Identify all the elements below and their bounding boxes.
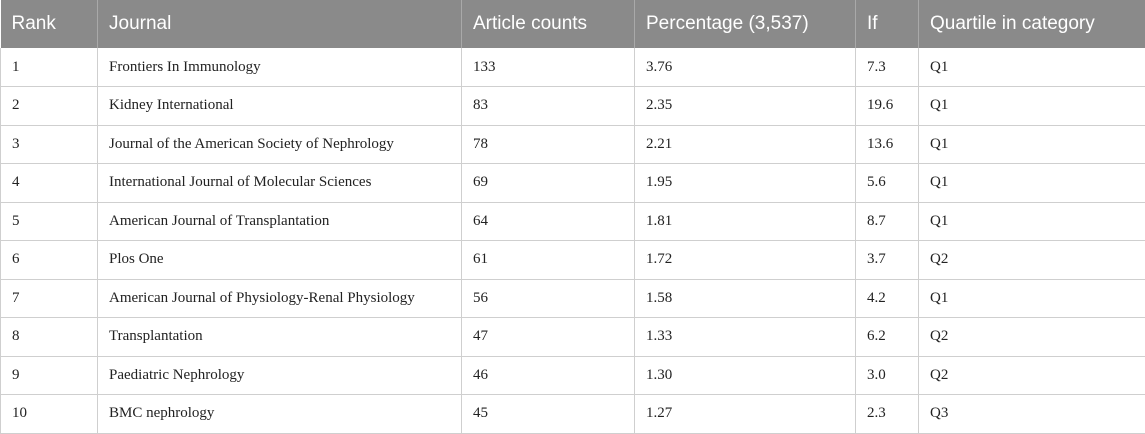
cell-rank: 6	[1, 241, 98, 280]
cell-if: 4.2	[856, 279, 919, 318]
header-if: If	[856, 0, 919, 48]
cell-journal: BMC nephrology	[98, 395, 462, 434]
cell-article-counts: 133	[462, 48, 635, 87]
cell-quartile: Q1	[919, 164, 1145, 203]
cell-rank: 1	[1, 48, 98, 87]
cell-article-counts: 78	[462, 125, 635, 164]
cell-rank: 3	[1, 125, 98, 164]
cell-quartile: Q2	[919, 241, 1145, 280]
cell-article-counts: 69	[462, 164, 635, 203]
cell-percentage: 1.95	[635, 164, 856, 203]
cell-journal: International Journal of Molecular Scien…	[98, 164, 462, 203]
cell-quartile: Q2	[919, 356, 1145, 395]
cell-percentage: 1.58	[635, 279, 856, 318]
cell-quartile: Q3	[919, 395, 1145, 434]
cell-journal: Frontiers In Immunology	[98, 48, 462, 87]
cell-article-counts: 83	[462, 87, 635, 126]
cell-quartile: Q1	[919, 202, 1145, 241]
cell-rank: 7	[1, 279, 98, 318]
cell-if: 19.6	[856, 87, 919, 126]
cell-journal: Journal of the American Society of Nephr…	[98, 125, 462, 164]
cell-article-counts: 47	[462, 318, 635, 357]
cell-article-counts: 56	[462, 279, 635, 318]
cell-if: 6.2	[856, 318, 919, 357]
cell-percentage: 1.72	[635, 241, 856, 280]
cell-journal: American Journal of Transplantation	[98, 202, 462, 241]
header-article-counts: Article counts	[462, 0, 635, 48]
cell-journal: American Journal of Physiology-Renal Phy…	[98, 279, 462, 318]
cell-article-counts: 46	[462, 356, 635, 395]
cell-rank: 9	[1, 356, 98, 395]
cell-journal: Kidney International	[98, 87, 462, 126]
cell-rank: 4	[1, 164, 98, 203]
header-journal: Journal	[98, 0, 462, 48]
cell-percentage: 1.27	[635, 395, 856, 434]
header-percentage: Percentage (3,537)	[635, 0, 856, 48]
header-rank: Rank	[1, 0, 98, 48]
cell-rank: 2	[1, 87, 98, 126]
cell-rank: 10	[1, 395, 98, 434]
cell-quartile: Q1	[919, 87, 1145, 126]
cell-percentage: 2.35	[635, 87, 856, 126]
cell-if: 2.3	[856, 395, 919, 434]
cell-percentage: 1.33	[635, 318, 856, 357]
cell-journal: Plos One	[98, 241, 462, 280]
cell-article-counts: 45	[462, 395, 635, 434]
cell-percentage: 1.30	[635, 356, 856, 395]
cell-if: 8.7	[856, 202, 919, 241]
cell-quartile: Q1	[919, 48, 1145, 87]
cell-journal: Transplantation	[98, 318, 462, 357]
table-header: Rank Journal Article counts Percentage (…	[1, 0, 1145, 48]
cell-quartile: Q1	[919, 279, 1145, 318]
cell-percentage: 1.81	[635, 202, 856, 241]
cell-article-counts: 61	[462, 241, 635, 280]
cell-percentage: 2.21	[635, 125, 856, 164]
cell-percentage: 3.76	[635, 48, 856, 87]
cell-journal: Paediatric Nephrology	[98, 356, 462, 395]
cell-quartile: Q2	[919, 318, 1145, 357]
cell-rank: 8	[1, 318, 98, 357]
cell-if: 3.7	[856, 241, 919, 280]
cell-if: 5.6	[856, 164, 919, 203]
cell-if: 13.6	[856, 125, 919, 164]
cell-if: 7.3	[856, 48, 919, 87]
cell-quartile: Q1	[919, 125, 1145, 164]
cell-if: 3.0	[856, 356, 919, 395]
cell-article-counts: 64	[462, 202, 635, 241]
header-quartile: Quartile in category	[919, 0, 1145, 48]
header-row: Rank Journal Article counts Percentage (…	[1, 0, 1145, 48]
cell-rank: 5	[1, 202, 98, 241]
